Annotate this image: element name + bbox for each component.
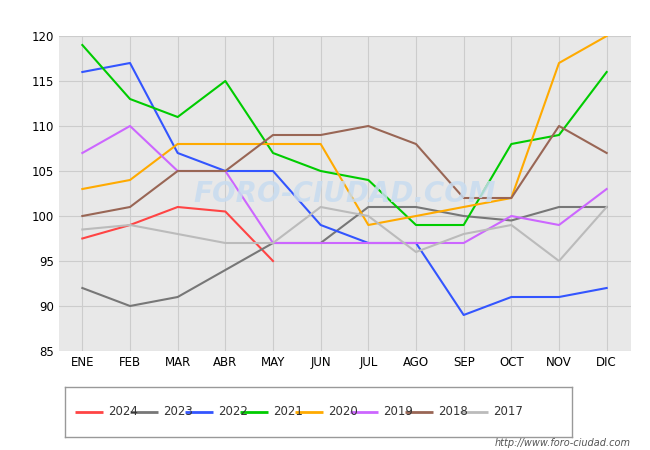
Text: 2024: 2024 (108, 405, 138, 418)
Text: 2020: 2020 (328, 405, 358, 418)
Text: FORO-CIUDAD.COM: FORO-CIUDAD.COM (193, 180, 496, 207)
Text: 2022: 2022 (218, 405, 248, 418)
Text: http://www.foro-ciudad.com: http://www.foro-ciudad.com (495, 438, 630, 448)
Text: 2023: 2023 (163, 405, 193, 418)
Text: 2017: 2017 (493, 405, 523, 418)
Text: 2019: 2019 (384, 405, 413, 418)
Text: 2018: 2018 (438, 405, 468, 418)
Text: 2021: 2021 (273, 405, 303, 418)
Text: Afiliados en Alatoz a 31/5/2024: Afiliados en Alatoz a 31/5/2024 (185, 7, 465, 25)
